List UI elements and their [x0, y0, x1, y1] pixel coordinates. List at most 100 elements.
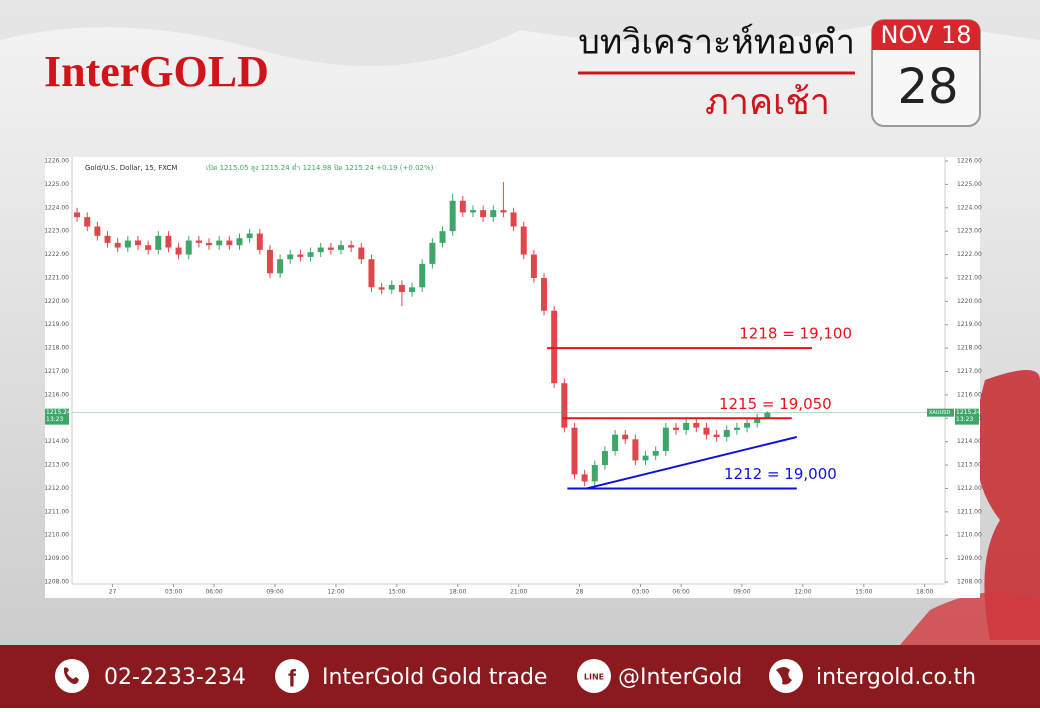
candle-body	[155, 235, 162, 250]
candle-body	[84, 217, 91, 227]
phone: 02-2233-234	[104, 665, 246, 690]
x-tick-label: 12:00	[327, 589, 344, 596]
line: @InterGold	[618, 665, 742, 690]
candle-body	[338, 245, 345, 250]
candle-body	[266, 249, 273, 274]
candle-body	[236, 238, 243, 246]
candle-body	[216, 240, 223, 246]
calendar-header	[872, 20, 980, 50]
map-decoration	[0, 0, 1040, 66]
candle-body	[206, 242, 213, 246]
phone-glyph	[63, 667, 79, 684]
y-tick-label: 1220.00	[44, 298, 69, 305]
candle-body	[723, 429, 730, 437]
level-label: 1215 = 19,050	[719, 395, 832, 413]
candle-body	[480, 210, 487, 218]
chart-panel	[45, 157, 980, 598]
y-tick-label: 1216.00	[957, 391, 982, 398]
globe-decoration	[900, 592, 1040, 645]
x-tick-label: 28	[576, 589, 584, 596]
candle-body	[124, 240, 131, 248]
level-label: 1218 = 19,100	[739, 325, 852, 343]
x-tick-label: 18:00	[916, 589, 933, 596]
candle-body	[672, 427, 679, 430]
y-tick-label: 1209.00	[957, 555, 982, 562]
candle-body	[510, 212, 517, 227]
candle-body	[591, 465, 598, 482]
x-tick-label: 09:00	[266, 589, 283, 596]
candle-body	[429, 242, 436, 264]
facebook: InterGold Gold trade	[322, 665, 547, 690]
x-tick-label: 03:00	[632, 589, 649, 596]
y-tick-label: 1221.00	[44, 274, 69, 281]
y-tick-label: 1222.00	[957, 251, 982, 258]
candle-body	[581, 474, 588, 482]
line-glyph: LINE	[584, 673, 604, 682]
trendline	[586, 436, 798, 490]
y-tick-label: 1225.00	[44, 181, 69, 188]
candle-body	[165, 235, 172, 248]
countdown: 13:23	[46, 416, 63, 423]
y-tick-label: 1225.00	[957, 181, 982, 188]
candle-body	[541, 277, 548, 311]
y-tick-label: 1211.00	[957, 508, 982, 515]
candle-body	[368, 259, 375, 288]
y-tick-label: 1213.00	[957, 462, 982, 469]
x-tick-label: 18:00	[449, 589, 466, 596]
candle-body	[134, 240, 141, 246]
candle-body	[551, 310, 558, 384]
y-tick-label: 1226.00	[44, 158, 69, 165]
y-tick-label: 1222.00	[44, 251, 69, 258]
candle-body	[693, 422, 700, 428]
candle-body	[185, 240, 192, 255]
candle-body	[612, 434, 619, 452]
candle-body	[733, 427, 740, 430]
candle-body	[256, 233, 263, 250]
x-tick-label: 09:00	[733, 589, 750, 596]
candle-body	[297, 254, 304, 257]
x-tick-label: 06:00	[205, 589, 222, 596]
candle-body	[530, 254, 537, 278]
y-tick-label: 1223.00	[44, 228, 69, 235]
symbol-title: Gold/U.S. Dollar, 15, FXCM	[85, 164, 177, 172]
y-tick-label: 1224.00	[957, 204, 982, 211]
candle-body	[520, 226, 527, 255]
candle-body	[277, 259, 284, 274]
price-tag-left	[45, 408, 69, 425]
logo: InterGOLD	[44, 47, 269, 96]
candle-body	[571, 427, 578, 475]
y-tick-label: 1211.00	[44, 508, 69, 515]
y-tick-label: 1223.00	[957, 228, 982, 235]
countdown: 13:23	[956, 416, 973, 423]
y-tick-label: 1216.00	[44, 391, 69, 398]
candle-body	[683, 422, 690, 430]
phone-icon	[55, 659, 89, 693]
y-tick-label: 1214.00	[957, 438, 982, 445]
candle-body	[104, 235, 111, 243]
candle-body	[195, 240, 202, 243]
candle-body	[764, 412, 771, 419]
candle-body	[439, 231, 446, 243]
y-tick-label: 1208.00	[957, 579, 982, 586]
y-tick-label: 1220.00	[957, 298, 982, 305]
candle-body	[246, 233, 253, 239]
y-tick-label: 1212.00	[44, 485, 69, 492]
y-tick-label: 1221.00	[957, 274, 982, 281]
candle-body	[754, 418, 761, 423]
x-tick-label: 06:00	[672, 589, 689, 596]
candle-body	[490, 210, 497, 218]
candle-body	[703, 427, 710, 435]
candle-body	[561, 383, 568, 428]
candle-body	[145, 245, 152, 250]
candle-body	[662, 427, 669, 452]
y-tick-label: 1210.00	[957, 532, 982, 539]
y-tick-label: 1219.00	[957, 321, 982, 328]
candle-body	[287, 254, 294, 260]
candle-body	[378, 287, 385, 290]
y-tick-label: 1213.00	[44, 462, 69, 469]
candle-body	[388, 284, 395, 290]
x-tick-label: 15:00	[388, 589, 405, 596]
y-tick-label: 1208.00	[44, 579, 69, 586]
y-tick-label: 1224.00	[44, 204, 69, 211]
